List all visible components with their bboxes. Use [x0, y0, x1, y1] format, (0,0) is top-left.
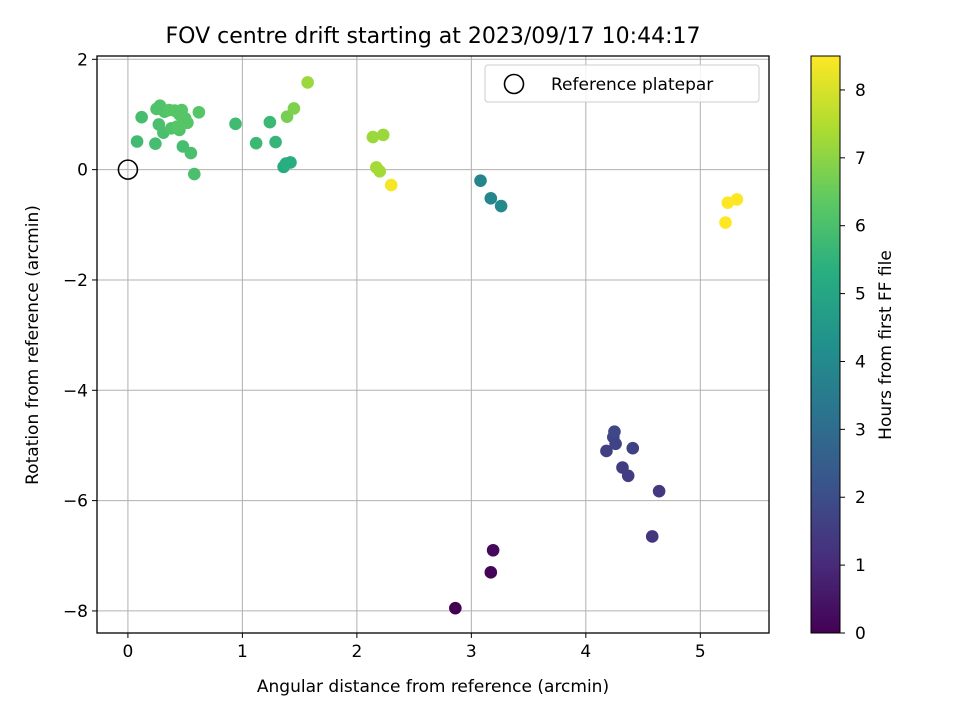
colorbar-tick-label: 6 — [855, 217, 866, 237]
y-axis-ticks: 2 0 −2 −4 −6 −8 — [63, 50, 97, 622]
x-tick-label: 1 — [237, 642, 248, 662]
data-points — [130, 76, 744, 615]
data-point — [484, 192, 498, 205]
y-tick-label: −2 — [63, 271, 88, 291]
data-point — [484, 566, 498, 579]
x-tick-label: 2 — [351, 642, 362, 662]
plot-frame — [96, 55, 770, 634]
colorbar-tick-label: 8 — [855, 81, 866, 101]
data-point — [170, 120, 184, 133]
data-point — [263, 115, 277, 129]
legend-marker — [503, 73, 525, 95]
data-point — [269, 135, 282, 149]
y-tick-label: 0 — [77, 161, 88, 181]
data-point — [645, 530, 659, 543]
data-point — [373, 164, 387, 178]
data-point — [181, 116, 194, 130]
x-axis-ticks: 0 1 2 3 4 5 — [122, 633, 706, 662]
data-point — [626, 441, 640, 455]
data-point — [608, 425, 621, 438]
colorbar-ticks: 0 1 2 3 4 5 6 7 8 — [840, 81, 866, 644]
y-tick-label: −8 — [63, 602, 88, 622]
data-point — [600, 444, 613, 458]
data-point — [652, 484, 666, 498]
data-point — [486, 543, 500, 557]
colorbar-tick-label: 0 — [855, 624, 866, 644]
data-point — [192, 105, 206, 119]
data-point — [376, 128, 390, 142]
data-point — [135, 110, 148, 124]
grid — [97, 56, 769, 633]
data-point — [280, 110, 294, 123]
data-point — [730, 193, 744, 206]
data-point — [184, 146, 198, 160]
data-point — [474, 174, 487, 187]
chart-title: FOV centre drift starting at 2023/09/17 … — [166, 24, 701, 49]
data-point — [449, 601, 462, 615]
x-tick-label: 3 — [466, 642, 477, 662]
data-point — [616, 461, 629, 474]
legend: Reference platepar — [484, 64, 760, 103]
legend-label: Reference platepar — [551, 75, 713, 95]
colorbar-label: Hours from first FF file — [876, 250, 896, 440]
colorbar-gradient — [810, 55, 841, 634]
legend-box — [484, 64, 760, 103]
data-point — [130, 135, 144, 148]
data-point — [287, 102, 301, 115]
colorbar-tick-label: 4 — [855, 352, 866, 372]
data-point — [301, 76, 314, 89]
data-point — [719, 216, 732, 229]
data-point — [494, 199, 508, 213]
data-point — [249, 136, 263, 150]
x-axis-label: Angular distance from reference (arcmin) — [257, 677, 609, 697]
x-tick-label: 0 — [122, 642, 133, 662]
colorbar-tick-label: 1 — [855, 556, 866, 576]
data-point — [188, 167, 201, 181]
data-point — [229, 117, 242, 131]
x-tick-label: 5 — [695, 642, 706, 662]
data-point — [384, 178, 398, 192]
data-point — [366, 130, 380, 144]
data-point — [149, 137, 162, 151]
colorbar-tick-label: 2 — [855, 488, 866, 508]
y-tick-label: −6 — [63, 492, 88, 512]
data-point — [284, 156, 297, 169]
colorbar-tick-label: 5 — [855, 285, 866, 305]
y-tick-label: 2 — [77, 50, 88, 70]
x-tick-label: 4 — [580, 642, 591, 662]
reference-point — [117, 159, 139, 180]
colorbar-tick-label: 7 — [855, 149, 866, 169]
colorbar: 0 1 2 3 4 5 6 7 8 Hours from first FF file — [810, 55, 896, 644]
colorbar-tick-label: 3 — [855, 420, 866, 440]
y-tick-label: −4 — [63, 381, 88, 401]
y-axis-label: Rotation from reference (arcmin) — [23, 205, 43, 485]
